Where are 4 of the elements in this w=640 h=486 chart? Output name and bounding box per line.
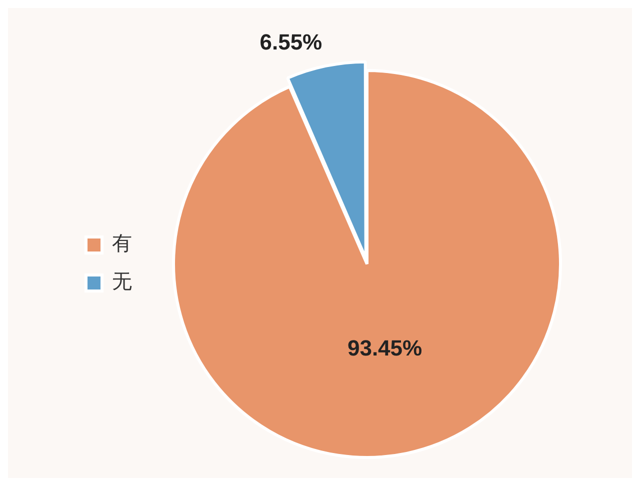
data-label: 6.55%	[260, 29, 322, 54]
data-label: 93.45%	[347, 335, 422, 360]
legend-label: 有	[112, 231, 132, 256]
legend-label: 无	[112, 269, 132, 294]
